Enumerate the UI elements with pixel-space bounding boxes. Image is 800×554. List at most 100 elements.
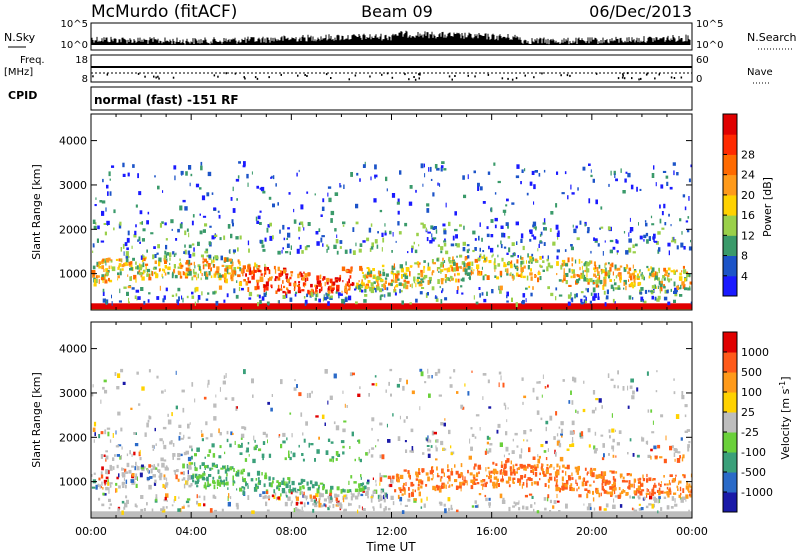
data-cell — [598, 473, 602, 479]
noise-bars — [90, 30, 691, 45]
data-cell — [241, 487, 243, 491]
data-cell — [124, 502, 128, 508]
data-cell — [490, 474, 492, 479]
data-cell — [654, 271, 657, 276]
data-cell — [299, 244, 302, 250]
data-cell — [291, 480, 295, 486]
data-cell — [627, 405, 630, 409]
data-cell — [359, 287, 361, 293]
data-cell — [318, 228, 321, 232]
data-cell — [294, 487, 296, 490]
data-cell — [448, 277, 450, 281]
data-cell — [166, 499, 168, 502]
data-cell — [543, 218, 546, 223]
data-cell — [540, 231, 543, 236]
data-cell — [539, 256, 542, 260]
data-cell — [318, 498, 321, 504]
data-cell — [492, 253, 494, 257]
data-cell — [141, 464, 144, 468]
data-cell — [327, 192, 329, 197]
data-cell — [314, 193, 316, 196]
data-cell — [617, 287, 621, 290]
data-cell — [450, 504, 453, 509]
data-cell — [690, 301, 692, 305]
data-cell — [255, 444, 258, 448]
data-cell — [374, 174, 378, 178]
data-cell — [169, 257, 171, 261]
data-cell — [646, 473, 648, 478]
data-cell — [323, 294, 325, 298]
data-cell — [239, 487, 242, 492]
data-cell — [136, 298, 138, 301]
data-cell — [95, 197, 97, 200]
data-cell — [116, 488, 118, 493]
data-cell — [148, 464, 152, 468]
data-cell — [674, 292, 678, 297]
data-cell — [550, 292, 554, 297]
data-cell — [508, 247, 511, 253]
data-cell — [402, 485, 405, 490]
data-cell — [286, 278, 288, 282]
data-cell — [442, 257, 444, 261]
data-cell — [236, 280, 238, 283]
data-cell — [571, 269, 575, 274]
data-cell — [280, 443, 283, 449]
data-cell — [363, 485, 367, 490]
data-cell — [600, 434, 604, 437]
data-cell — [500, 240, 502, 245]
data-cell — [419, 368, 423, 372]
data-cell — [435, 484, 439, 488]
data-cell — [590, 250, 592, 254]
data-cell — [661, 227, 665, 230]
data-cell — [682, 488, 685, 493]
data-cell — [675, 474, 677, 477]
data-cell — [659, 218, 662, 224]
data-cell — [141, 238, 145, 242]
power-colorbar-swatch — [723, 134, 737, 155]
data-cell — [226, 268, 229, 274]
data-cell — [175, 238, 178, 241]
data-cell — [583, 295, 586, 298]
data-cell — [521, 301, 523, 304]
data-cell — [223, 375, 226, 379]
data-cell — [603, 489, 605, 492]
data-cell — [192, 252, 196, 257]
data-cell — [157, 244, 160, 249]
data-cell — [580, 272, 582, 276]
data-cell — [298, 272, 301, 276]
data-cell — [125, 251, 129, 257]
data-cell — [488, 245, 490, 250]
data-cell — [270, 284, 273, 288]
data-cell — [513, 263, 516, 268]
data-cell — [411, 283, 413, 289]
data-cell — [110, 485, 112, 488]
data-cell — [367, 479, 370, 483]
data-cell — [261, 453, 265, 458]
data-cell — [91, 486, 96, 489]
data-cell — [651, 503, 654, 509]
data-cell — [346, 489, 350, 493]
data-cell — [140, 495, 144, 499]
data-cell — [352, 372, 355, 376]
data-cell — [274, 269, 277, 274]
data-cell — [129, 276, 132, 281]
data-cell — [525, 506, 529, 510]
data-cell — [377, 439, 379, 442]
data-cell — [354, 458, 356, 462]
data-cell — [406, 379, 408, 385]
data-cell — [91, 270, 95, 273]
data-cell — [436, 466, 438, 471]
data-cell — [370, 497, 373, 503]
data-cell — [379, 482, 381, 486]
data-cell — [327, 438, 331, 442]
data-cell — [408, 487, 410, 491]
data-cell — [471, 505, 475, 508]
data-cell — [277, 288, 280, 292]
data-cell — [673, 281, 676, 286]
data-cell — [547, 262, 551, 268]
data-cell — [429, 439, 432, 443]
data-cell — [322, 276, 326, 280]
data-cell — [378, 270, 380, 275]
data-cell — [225, 476, 228, 481]
data-cell — [385, 176, 388, 182]
